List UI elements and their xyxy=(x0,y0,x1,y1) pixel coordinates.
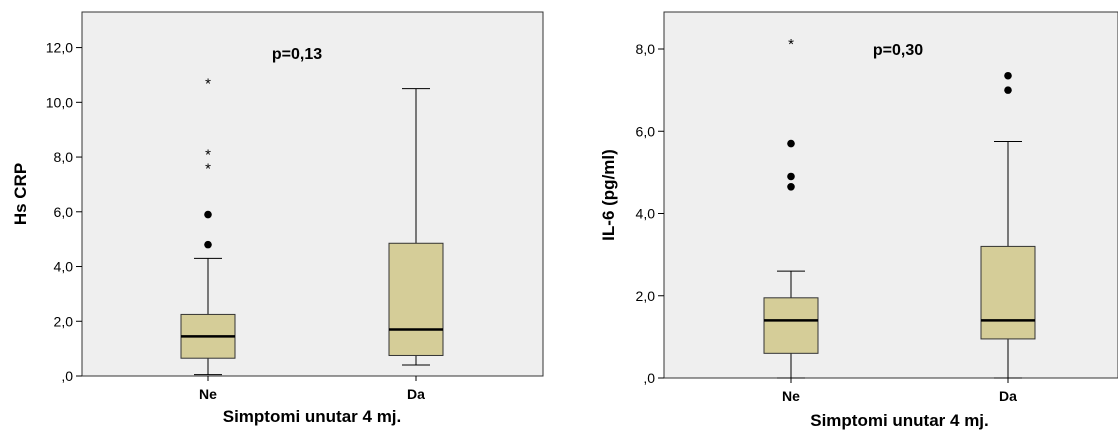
iqr-box xyxy=(388,242,444,356)
p-value-annotation: p=0,30 xyxy=(873,42,923,59)
outlier-point xyxy=(204,240,212,249)
y-tick-label: 12,0 xyxy=(46,40,73,56)
box-plot-ne: *** xyxy=(180,75,236,376)
outlier-point xyxy=(204,210,212,219)
y-tick-label: 8,0 xyxy=(636,41,656,57)
y-tick-label: 10,0 xyxy=(46,94,73,110)
outlier-point xyxy=(1004,71,1012,80)
iqr-box xyxy=(763,297,819,354)
outlier-point xyxy=(787,172,795,181)
outlier-point xyxy=(1004,86,1012,94)
iqr-box xyxy=(980,245,1036,340)
box-plot-da xyxy=(388,88,444,366)
y-tick-label: 2,0 xyxy=(54,313,74,329)
y-tick-label: ,0 xyxy=(61,368,73,384)
extreme-point: * xyxy=(205,147,211,164)
extreme-point: * xyxy=(205,75,211,92)
y-tick-label: 4,0 xyxy=(54,259,74,275)
extreme-point: * xyxy=(788,36,794,53)
x-axis-title: Simptomi unutar 4 mj. xyxy=(810,411,989,430)
chart-panel-2: ,0 2,0 4,0 6,0 8,0 Ne Da * p=0,30 Simptomi unutar… xyxy=(599,11,1118,430)
x-tick-label: Ne xyxy=(199,386,217,402)
outlier-point xyxy=(787,139,795,148)
y-tick-label: ,0 xyxy=(643,370,655,386)
y-tick-label: 6,0 xyxy=(54,204,74,220)
y-tick-label: 2,0 xyxy=(636,288,656,304)
x-axis-title: Simptomi unutar 4 mj. xyxy=(223,407,402,426)
y-tick-label: 8,0 xyxy=(54,149,74,165)
p-value-annotation: p=0,13 xyxy=(272,46,322,63)
y-axis-title: Hs CRP xyxy=(11,163,30,225)
plot-area xyxy=(81,11,544,377)
box-plot-da xyxy=(980,71,1036,379)
plot-area xyxy=(663,11,1118,379)
y-tick-label: 4,0 xyxy=(636,206,656,222)
box-plot-ne: * xyxy=(763,36,819,379)
extreme-point: * xyxy=(205,160,211,177)
outlier-point xyxy=(787,182,795,191)
y-tick-label: 6,0 xyxy=(636,123,656,139)
x-tick-label: Da xyxy=(999,388,1017,404)
x-tick-label: Da xyxy=(407,386,425,402)
chart-panel-1: ,02,04,06,08,010,012,0Ne Da***p=0,13Simpt… xyxy=(11,11,544,426)
y-axis-title: IL-6 (pg/ml) xyxy=(599,149,618,241)
x-tick-label: Ne xyxy=(782,388,800,404)
